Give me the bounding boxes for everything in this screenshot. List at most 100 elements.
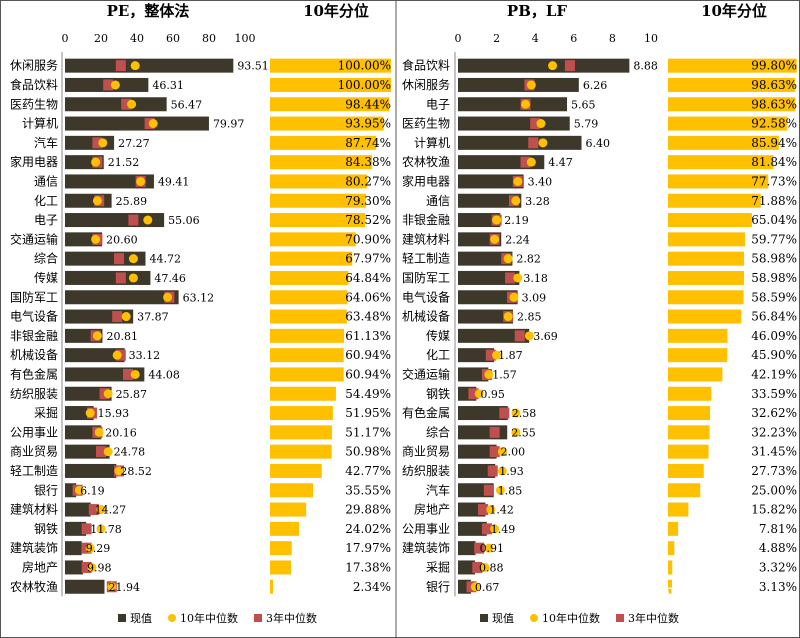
pb-category-label: 电气设备 bbox=[402, 289, 450, 304]
pb-3y-median-marker bbox=[499, 407, 510, 419]
pb-percentile-label: 3.13% bbox=[759, 580, 797, 594]
pe-legend-10y-label: 10年中位数 bbox=[180, 611, 238, 625]
pb-value-label: 3.40 bbox=[528, 175, 553, 188]
pb-percentile-label: 81.84% bbox=[751, 155, 797, 169]
pe-category-label: 化工 bbox=[34, 194, 58, 208]
pb-legend-current-swatch bbox=[480, 614, 488, 622]
pe-percentile-bar bbox=[270, 425, 332, 440]
pe-10y-median-marker bbox=[127, 99, 137, 109]
pe-category-label: 建筑材料 bbox=[10, 502, 58, 517]
pe-3y-median-marker bbox=[88, 504, 99, 516]
pb-10y-median-marker bbox=[536, 119, 546, 129]
pe-title: PE，整体法 bbox=[107, 2, 190, 20]
pe-10y-median-marker bbox=[91, 157, 101, 167]
pe-value-label: 21.94 bbox=[108, 581, 140, 594]
pb-category-label: 综合 bbox=[426, 424, 450, 439]
pb-percentile-label: 59.77% bbox=[751, 232, 797, 246]
pe-category-label: 休闲服务 bbox=[10, 58, 58, 73]
pb-value-label: 4.47 bbox=[548, 156, 573, 169]
pb-category-label: 电子 bbox=[426, 97, 450, 111]
pb-tick-label: 0 bbox=[455, 32, 462, 45]
pb-10y-median-marker bbox=[480, 562, 490, 572]
pe-current-bar bbox=[65, 560, 83, 575]
pe-3y-median-marker bbox=[123, 368, 133, 380]
pb-category-label: 有色金属 bbox=[402, 405, 450, 420]
pb-category-label: 休闲服务 bbox=[402, 77, 450, 92]
pb-3y-median-marker bbox=[478, 504, 489, 516]
pb-value-label: 2.85 bbox=[517, 311, 542, 324]
pb-category-label: 医药生物 bbox=[402, 117, 450, 131]
pb-current-bar bbox=[458, 309, 514, 324]
pe-percentile-title: 10年分位 bbox=[303, 2, 369, 20]
pe-10y-median-marker bbox=[103, 447, 113, 457]
pb-category-label: 建筑装饰 bbox=[402, 540, 450, 555]
pb-value-label: 1.49 bbox=[491, 523, 515, 536]
pb-percentile-bar bbox=[668, 77, 796, 92]
pb-percentile-label: 58.98% bbox=[751, 252, 797, 266]
pe-percentile-label: 80.27% bbox=[345, 174, 391, 188]
pe-tick-label: 0 bbox=[62, 32, 69, 45]
pb-10y-median-marker bbox=[511, 427, 521, 437]
pe-value-label: 20.16 bbox=[105, 426, 136, 439]
pb-value-label: 1.57 bbox=[492, 368, 517, 381]
pe-10y-median-marker bbox=[121, 312, 131, 322]
pb-percentile-bar bbox=[668, 579, 673, 594]
pe-current-bar bbox=[65, 97, 167, 112]
pb-percentile-label: 45.90% bbox=[751, 348, 797, 362]
pb-percentile-bar bbox=[668, 348, 728, 363]
pe-percentile-bar bbox=[270, 116, 384, 131]
pb-10y-median-marker bbox=[513, 176, 523, 186]
pe-category-label: 汽车 bbox=[34, 135, 58, 150]
pb-current-bar bbox=[458, 58, 630, 73]
pe-category-label: 机械设备 bbox=[10, 347, 58, 362]
pe-current-bar bbox=[65, 58, 234, 73]
pe-3y-median-marker bbox=[115, 272, 126, 284]
pe-category-label: 电子 bbox=[34, 213, 58, 227]
pe-value-label: 56.47 bbox=[171, 98, 203, 111]
pe-category-label: 采掘 bbox=[34, 405, 58, 420]
pb-percentile-label: 85.94% bbox=[751, 136, 797, 150]
pe-current-bar bbox=[65, 213, 165, 228]
pb-percentile-label: 32.62% bbox=[751, 406, 797, 420]
pb-value-label: 2.00 bbox=[501, 446, 525, 459]
pe-current-bar bbox=[65, 463, 117, 478]
pb-legend-3y-swatch bbox=[616, 614, 624, 622]
pb-current-bar bbox=[458, 213, 501, 228]
pe-percentile-label: 2.34% bbox=[353, 580, 391, 594]
pe-percentile-bar bbox=[270, 251, 353, 266]
pe-current-bar bbox=[65, 251, 146, 266]
pb-tick-label: 10 bbox=[644, 32, 658, 45]
pb-current-bar bbox=[458, 444, 497, 459]
pb-percentile-bar bbox=[668, 463, 704, 478]
pb-current-bar bbox=[458, 425, 508, 440]
pe-value-label: 24.78 bbox=[114, 446, 146, 459]
pe-category-label: 通信 bbox=[34, 174, 58, 188]
pb-current-bar bbox=[458, 328, 530, 343]
pb-tick-label: 8 bbox=[609, 32, 616, 45]
pb-percentile-bar bbox=[668, 521, 679, 536]
pb-value-label: 8.88 bbox=[633, 60, 658, 73]
pb-3y-median-marker bbox=[481, 523, 492, 535]
pb-current-bar bbox=[458, 251, 513, 266]
pb-category-label: 家用电器 bbox=[402, 173, 450, 188]
pb-category-label: 交通运输 bbox=[402, 366, 450, 381]
pb-value-label: 6.40 bbox=[586, 137, 611, 150]
pb-current-bar bbox=[458, 560, 475, 575]
pe-10y-median-marker bbox=[114, 466, 124, 476]
pb-3y-median-marker bbox=[468, 388, 479, 400]
pb-percentile-label: 33.59% bbox=[751, 387, 797, 401]
pb-10y-median-marker bbox=[490, 234, 500, 244]
pb-category-label: 银行 bbox=[426, 580, 450, 594]
pb-10y-median-marker bbox=[511, 408, 521, 418]
pb-percentile-label: 46.09% bbox=[751, 329, 797, 343]
pe-value-label: 25.87 bbox=[116, 388, 148, 401]
pb-category-label: 汽车 bbox=[426, 482, 450, 497]
pb-category-label: 计算机 bbox=[414, 135, 450, 150]
pb-10y-median-marker bbox=[484, 369, 494, 379]
pb-category-label: 化工 bbox=[426, 348, 450, 362]
pe-10y-median-marker bbox=[128, 273, 138, 283]
pb-percentile-bar bbox=[668, 97, 796, 112]
pb-10y-median-marker bbox=[521, 99, 531, 109]
pe-percentile-bar bbox=[270, 386, 336, 401]
pe-category-label: 建筑装饰 bbox=[10, 540, 58, 555]
